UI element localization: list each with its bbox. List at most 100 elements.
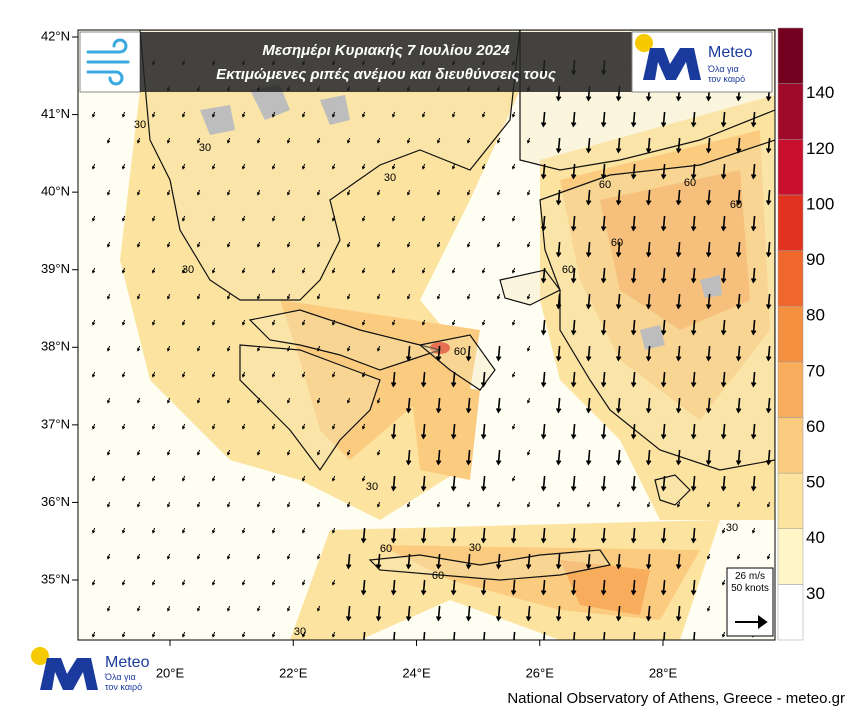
colorbar-band: [777, 194, 804, 251]
lon-tick-label: 24°E: [402, 665, 431, 680]
wind-arrow: [540, 319, 547, 336]
wind-arrow: [645, 189, 652, 206]
wind-arrow: [376, 345, 381, 352]
wind-arrow: [750, 215, 757, 232]
wind-arrow: [211, 163, 216, 170]
wind-arrow: [540, 267, 547, 284]
wind-arrow: [660, 579, 667, 596]
wind-arrow: [451, 215, 456, 222]
wind-arrow: [226, 189, 231, 196]
contour-label: 30: [294, 626, 306, 638]
wind-arrow: [345, 553, 352, 570]
colorbar-label: 70: [806, 361, 825, 380]
wind-arrow: [633, 631, 636, 640]
wind-arrow: [166, 397, 171, 404]
wind-arrow: [361, 319, 366, 326]
wind-arrow: [495, 397, 502, 414]
colorbar: 30 40 50 60 70 80 90 100 120 140: [777, 27, 834, 641]
meteo-logo: Meteo Όλα για τον καιρό: [635, 34, 753, 84]
wind-arrow: [375, 605, 382, 622]
wind-arrow: [136, 449, 141, 456]
wind-arrow: [136, 605, 141, 612]
wind-arrow: [421, 267, 426, 274]
wind-arrow: [660, 215, 667, 232]
wind-arrow: [375, 553, 382, 570]
wind-arrow: [151, 423, 156, 430]
wind-arrow: [271, 267, 276, 274]
wind-arrow: [91, 579, 96, 586]
wind-arrow: [480, 423, 487, 440]
colorbar-label: 60: [806, 417, 825, 436]
wind-arrow: [316, 137, 321, 144]
wind-arrow: [435, 553, 442, 570]
contour-label: 60: [730, 199, 742, 211]
wind-arrow: [450, 371, 457, 388]
wind-arrow: [91, 371, 96, 378]
wind-arrow: [121, 423, 126, 430]
wind-arrow: [345, 605, 352, 622]
wind-arrow: [600, 267, 607, 284]
wind-arrow: [256, 553, 261, 560]
wind-arrow: [211, 527, 216, 534]
wind-arrow: [690, 267, 697, 284]
wind-arrow: [226, 449, 231, 456]
wind-arrow: [420, 475, 427, 492]
wind-arrow: [646, 501, 651, 508]
wind-arrow: [436, 293, 441, 300]
wind-arrow: [736, 501, 741, 508]
wind-arrow: [511, 215, 516, 222]
wind-arrow: [226, 345, 231, 352]
wind-arrow: [346, 397, 351, 404]
legend-arrow: [735, 615, 768, 629]
wind-arrow: [166, 501, 171, 508]
wind-arrow: [391, 111, 396, 118]
wind-arrow: [226, 397, 231, 404]
colorbar-band: [777, 305, 804, 363]
wind-arrow: [555, 553, 562, 570]
wind-arrow: [705, 397, 712, 414]
wind-arrow: [645, 449, 652, 466]
wind-arrow: [136, 553, 141, 560]
wind-arrow: [151, 111, 156, 118]
wind-arrow: [660, 319, 667, 336]
wind-arrow: [540, 163, 547, 180]
logo-tagline: τον καιρό: [105, 682, 142, 692]
wind-arrow: [540, 371, 547, 388]
wind-arrow: [675, 553, 682, 570]
wind-arrow: [630, 267, 637, 284]
wind-arrow: [166, 553, 171, 560]
contour-label: 30: [182, 264, 194, 276]
wind-arrow: [331, 319, 336, 326]
wind-vectors: [91, 59, 772, 640]
wind-arrow: [316, 397, 321, 404]
wind-arrow: [706, 501, 711, 508]
wind-arrow: [166, 241, 171, 248]
contour-label: 60: [599, 179, 611, 191]
wind-arrow: [121, 163, 126, 170]
wind-arrow: [256, 189, 261, 196]
wind-arrow: [361, 163, 366, 170]
colorbar-band: [777, 528, 804, 585]
wind-arrow: [390, 475, 397, 492]
wind-arrow: [511, 423, 516, 430]
wind-arrow: [181, 319, 186, 326]
wind-arrow: [241, 579, 246, 586]
wind-arrow: [346, 293, 351, 300]
wind-arrow: [615, 241, 622, 258]
wind-arrow: [376, 189, 381, 196]
lat-tick-label: 42°N: [41, 28, 70, 43]
wind-arrow: [256, 345, 261, 352]
wind-arrow: [136, 241, 141, 248]
wind-arrow: [495, 449, 502, 466]
wind-arrow: [705, 449, 712, 466]
axis-ticks: 42°N 41°N 40°N 39°N 38°N 37°N 36°N 35°N 20°E 22°E…: [41, 28, 678, 680]
colorbar-label: 120: [806, 139, 834, 158]
wind-arrow: [256, 605, 261, 612]
wind-arrow: [166, 137, 171, 144]
wind-arrow: [421, 215, 426, 222]
wind-arrow: [660, 267, 667, 284]
wind-arrow: [331, 215, 336, 222]
wind-arrow: [196, 137, 201, 144]
wind-arrow: [543, 631, 546, 640]
wind-arrow: [663, 631, 666, 640]
